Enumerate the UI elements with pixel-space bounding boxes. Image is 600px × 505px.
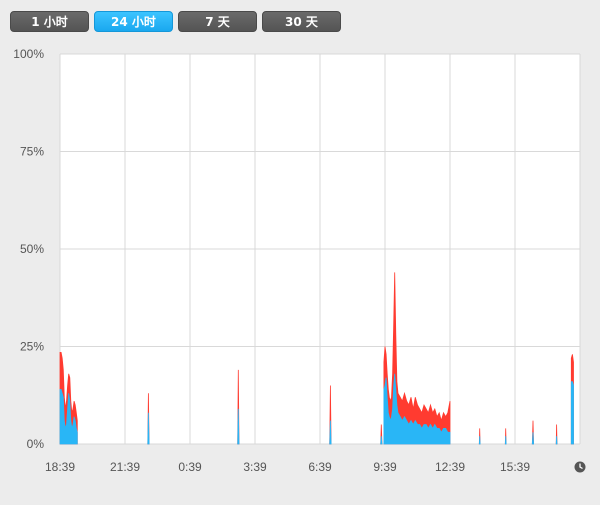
range-button-7d[interactable]: 7 天 [178, 11, 257, 32]
series-area-0-segment-5 [383, 373, 451, 445]
x-tick-label: 21:39 [110, 460, 140, 474]
range-button-24h[interactable]: 24 小时 [94, 11, 173, 32]
series-area-0-segment-1 [147, 412, 150, 445]
series-area-0-segment-10 [570, 381, 574, 445]
series-area-0-segment-6 [478, 436, 481, 445]
y-tick-label: 25% [20, 340, 44, 354]
chart-area: 0% 25% 50% 75% 100% 18:39 21:39 0:39 3:39 6:39 9:3… [0, 40, 600, 500]
series-area-0-segment-8 [531, 432, 535, 445]
y-tick-label: 75% [20, 145, 44, 159]
series-area-0-segment-2 [237, 408, 240, 445]
series-area-0-segment-9 [555, 436, 558, 445]
time-range-selector: 1 小时 24 小时 7 天 30 天 [10, 11, 341, 32]
series-area-0-segment-0 [59, 389, 78, 445]
x-tick-label: 15:39 [500, 460, 530, 474]
y-tick-label: 0% [27, 437, 45, 451]
x-tick-label: 6:39 [308, 460, 332, 474]
series-area-0-segment-4 [380, 436, 383, 445]
series-area-0-segment-3 [329, 420, 332, 445]
x-tick-label: 9:39 [373, 460, 397, 474]
x-tick-label: 0:39 [178, 460, 202, 474]
x-tick-label: 3:39 [243, 460, 267, 474]
series-area-0-segment-7 [504, 436, 507, 445]
x-tick-label: 12:39 [435, 460, 465, 474]
x-tick-label: 18:39 [45, 460, 75, 474]
range-button-1h[interactable]: 1 小时 [10, 11, 89, 32]
y-tick-label: 100% [13, 47, 44, 61]
y-tick-label: 50% [20, 242, 44, 256]
range-button-30d[interactable]: 30 天 [262, 11, 341, 32]
series-area-1-segment-5 [383, 272, 451, 445]
clock-icon-hands [579, 463, 583, 470]
usage-chart: 0% 25% 50% 75% 100% 18:39 21:39 0:39 3:39 6:39 9:3… [13, 47, 586, 474]
